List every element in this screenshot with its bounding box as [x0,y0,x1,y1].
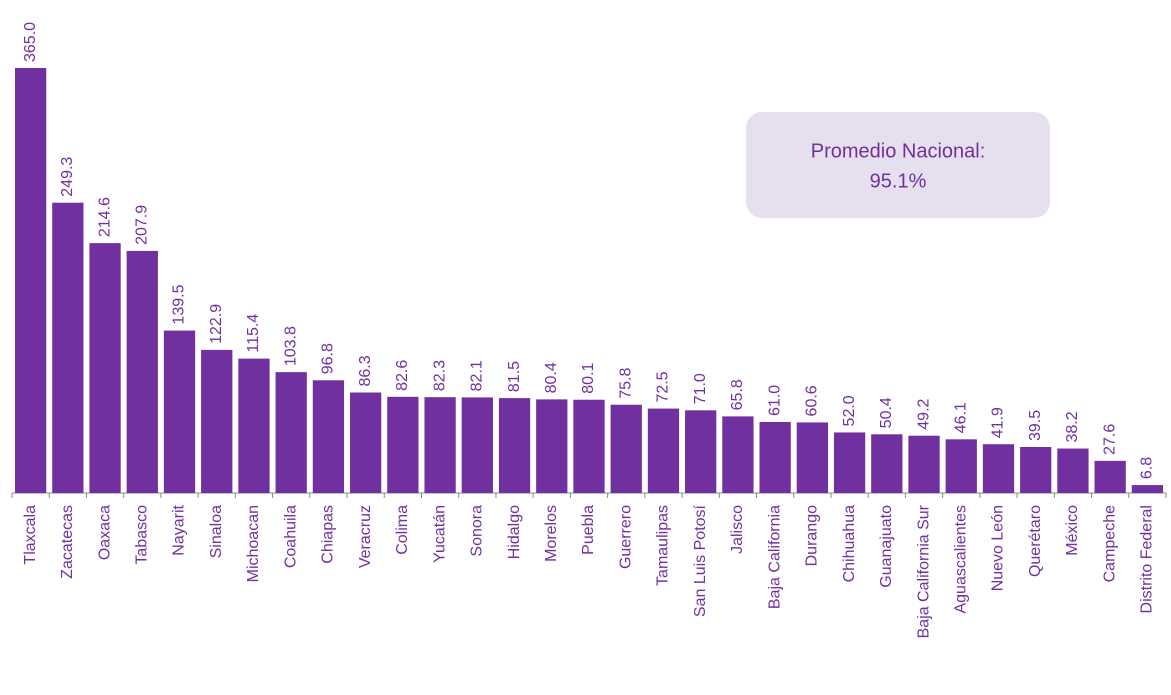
x-tick-label: Distrito Federal [1139,505,1156,613]
annotation-box [746,112,1050,218]
value-label: 49.2 [915,398,932,429]
value-label: 60.6 [804,385,821,416]
annotation: 95.1% [870,170,927,192]
x-tick-label: Campeche [1101,505,1118,582]
value-label: 72.5 [655,371,672,402]
value-label: 249.3 [59,157,76,197]
value-label: 115.4 [245,314,262,353]
value-label: 71.0 [692,373,709,404]
x-tick-label: Chihuahua [841,505,858,583]
bar [759,421,791,493]
x-tick-label: Baja California Sur [915,504,932,638]
x-tick-label: Tamaulipas [655,505,672,586]
bar [387,396,419,493]
bar [536,399,568,493]
x-tick-label: Veracruz [357,505,374,568]
value-label: 6.8 [1139,457,1156,479]
value-label: 86.3 [357,355,374,386]
x-tick-label: Coahuila [282,505,299,568]
value-label: 46.1 [952,402,969,433]
bar [312,380,345,493]
value-label: 82.6 [394,360,411,391]
x-tick-label: Nayarit [171,504,188,555]
bar [1131,485,1164,493]
bar [610,404,642,493]
bar [685,410,717,493]
bar [1057,448,1089,493]
x-tick-label: Nuevo León [990,505,1007,591]
bar [833,432,866,493]
value-label: 65.8 [729,379,746,410]
bar [908,435,940,493]
value-label: 50.4 [878,397,895,428]
value-label: 103.8 [282,326,299,366]
bar [871,434,903,493]
value-label: 80.4 [543,362,560,393]
bar [275,372,307,493]
value-label: 96.8 [320,343,337,374]
bar [350,392,382,493]
bar [52,202,84,493]
bar [126,250,158,493]
value-label: 52.0 [841,395,858,426]
bar [945,439,977,493]
x-tick-label: Aguascalientes [952,505,969,614]
x-tick-label: Zacatecas [59,505,76,579]
value-label: 39.5 [1027,410,1044,441]
value-label: 365.0 [22,22,39,62]
value-label: 27.6 [1101,424,1118,455]
value-label: 61.0 [766,385,783,416]
x-tick-label: Chiapas [320,505,337,564]
x-tick-label: Guerrero [617,505,634,569]
value-label: 82.1 [469,360,486,391]
bar [163,330,196,493]
value-label: 122.9 [208,304,225,344]
x-tick-label: Durango [804,505,821,566]
x-tick-label: Oaxaca [96,505,113,560]
bar [238,358,270,493]
x-tick-label: México [1064,505,1081,556]
x-tick-label: Hidalgo [506,505,523,559]
bar [89,243,121,493]
bar [201,349,233,493]
value-label: 41.9 [990,407,1007,438]
value-label: 214.6 [96,197,113,237]
x-tick-label: San Luis Potosí [692,504,709,617]
annotation: Promedio Nacional: [811,140,986,162]
value-label: 82.3 [431,360,448,391]
bar [573,399,605,493]
x-tick-label: Morelos [543,505,560,562]
value-label: 75.8 [617,367,634,398]
x-tick-label: Puebla [580,505,597,555]
value-label: 207.9 [134,205,151,245]
bar [461,397,493,493]
value-label: 81.5 [506,361,523,392]
x-tick-label: Querétaro [1027,505,1044,577]
x-tick-label: Tlaxcala [22,505,39,565]
bar [1020,447,1052,493]
value-label: 80.1 [580,362,597,393]
bar [722,416,754,493]
x-tick-label: Sinaloa [208,505,225,558]
bar [14,68,47,493]
x-tick-label: Jalisco [729,505,746,554]
bar [498,398,531,493]
x-tick-label: Michoacan [245,505,262,582]
bar [1094,460,1126,493]
x-tick-label: Colima [394,505,411,555]
value-label: 38.2 [1064,411,1081,442]
x-tick-label: Baja California [766,505,783,609]
x-tick-label: Yucatán [431,505,448,563]
bar [982,444,1015,493]
x-tick-label: Guanajuato [878,505,895,588]
x-tick-label: Sonora [469,505,486,557]
bar [424,397,456,493]
bar [796,422,828,493]
x-tick-label: Tabasco [134,505,151,565]
value-label: 139.5 [171,284,188,324]
bar [647,408,680,493]
